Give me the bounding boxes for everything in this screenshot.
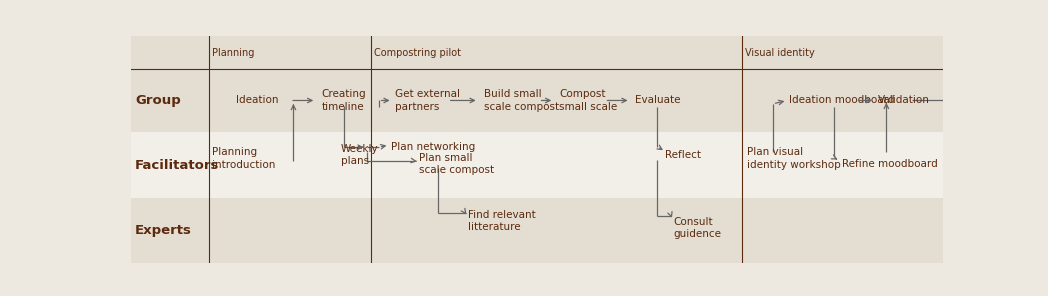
Text: Validation: Validation xyxy=(878,96,930,105)
Text: Plan networking: Plan networking xyxy=(391,142,475,152)
Bar xyxy=(131,132,943,199)
Text: Weekly
plans: Weekly plans xyxy=(341,144,378,166)
Text: Evaluate: Evaluate xyxy=(635,96,680,105)
Text: Experts: Experts xyxy=(135,224,192,237)
Text: Ideation moodboard: Ideation moodboard xyxy=(789,96,894,105)
Text: Ideation: Ideation xyxy=(236,96,278,105)
Text: Group: Group xyxy=(135,94,181,107)
Text: Visual identity: Visual identity xyxy=(745,48,814,58)
Text: Find relevant
litterature: Find relevant litterature xyxy=(468,210,536,232)
Text: Planning
introduction: Planning introduction xyxy=(212,147,276,170)
Text: Plan visual
identity workshop: Plan visual identity workshop xyxy=(746,147,840,170)
Text: Planning: Planning xyxy=(212,48,255,58)
Text: Creating
timeline: Creating timeline xyxy=(322,89,367,112)
Text: Build small
scale compost: Build small scale compost xyxy=(484,89,560,112)
Text: Refine moodboard: Refine moodboard xyxy=(842,159,937,169)
Text: Reflect: Reflect xyxy=(665,150,701,160)
Text: Compost
small scale: Compost small scale xyxy=(559,89,617,112)
Bar xyxy=(131,199,943,263)
Text: Facilitators: Facilitators xyxy=(135,159,219,172)
Text: Plan small
scale compost: Plan small scale compost xyxy=(419,153,495,176)
Text: Consult
guidence: Consult guidence xyxy=(674,217,722,239)
Text: Compostring pilot: Compostring pilot xyxy=(374,48,461,58)
Text: Get external
partners: Get external partners xyxy=(395,89,460,112)
Bar xyxy=(131,36,943,132)
